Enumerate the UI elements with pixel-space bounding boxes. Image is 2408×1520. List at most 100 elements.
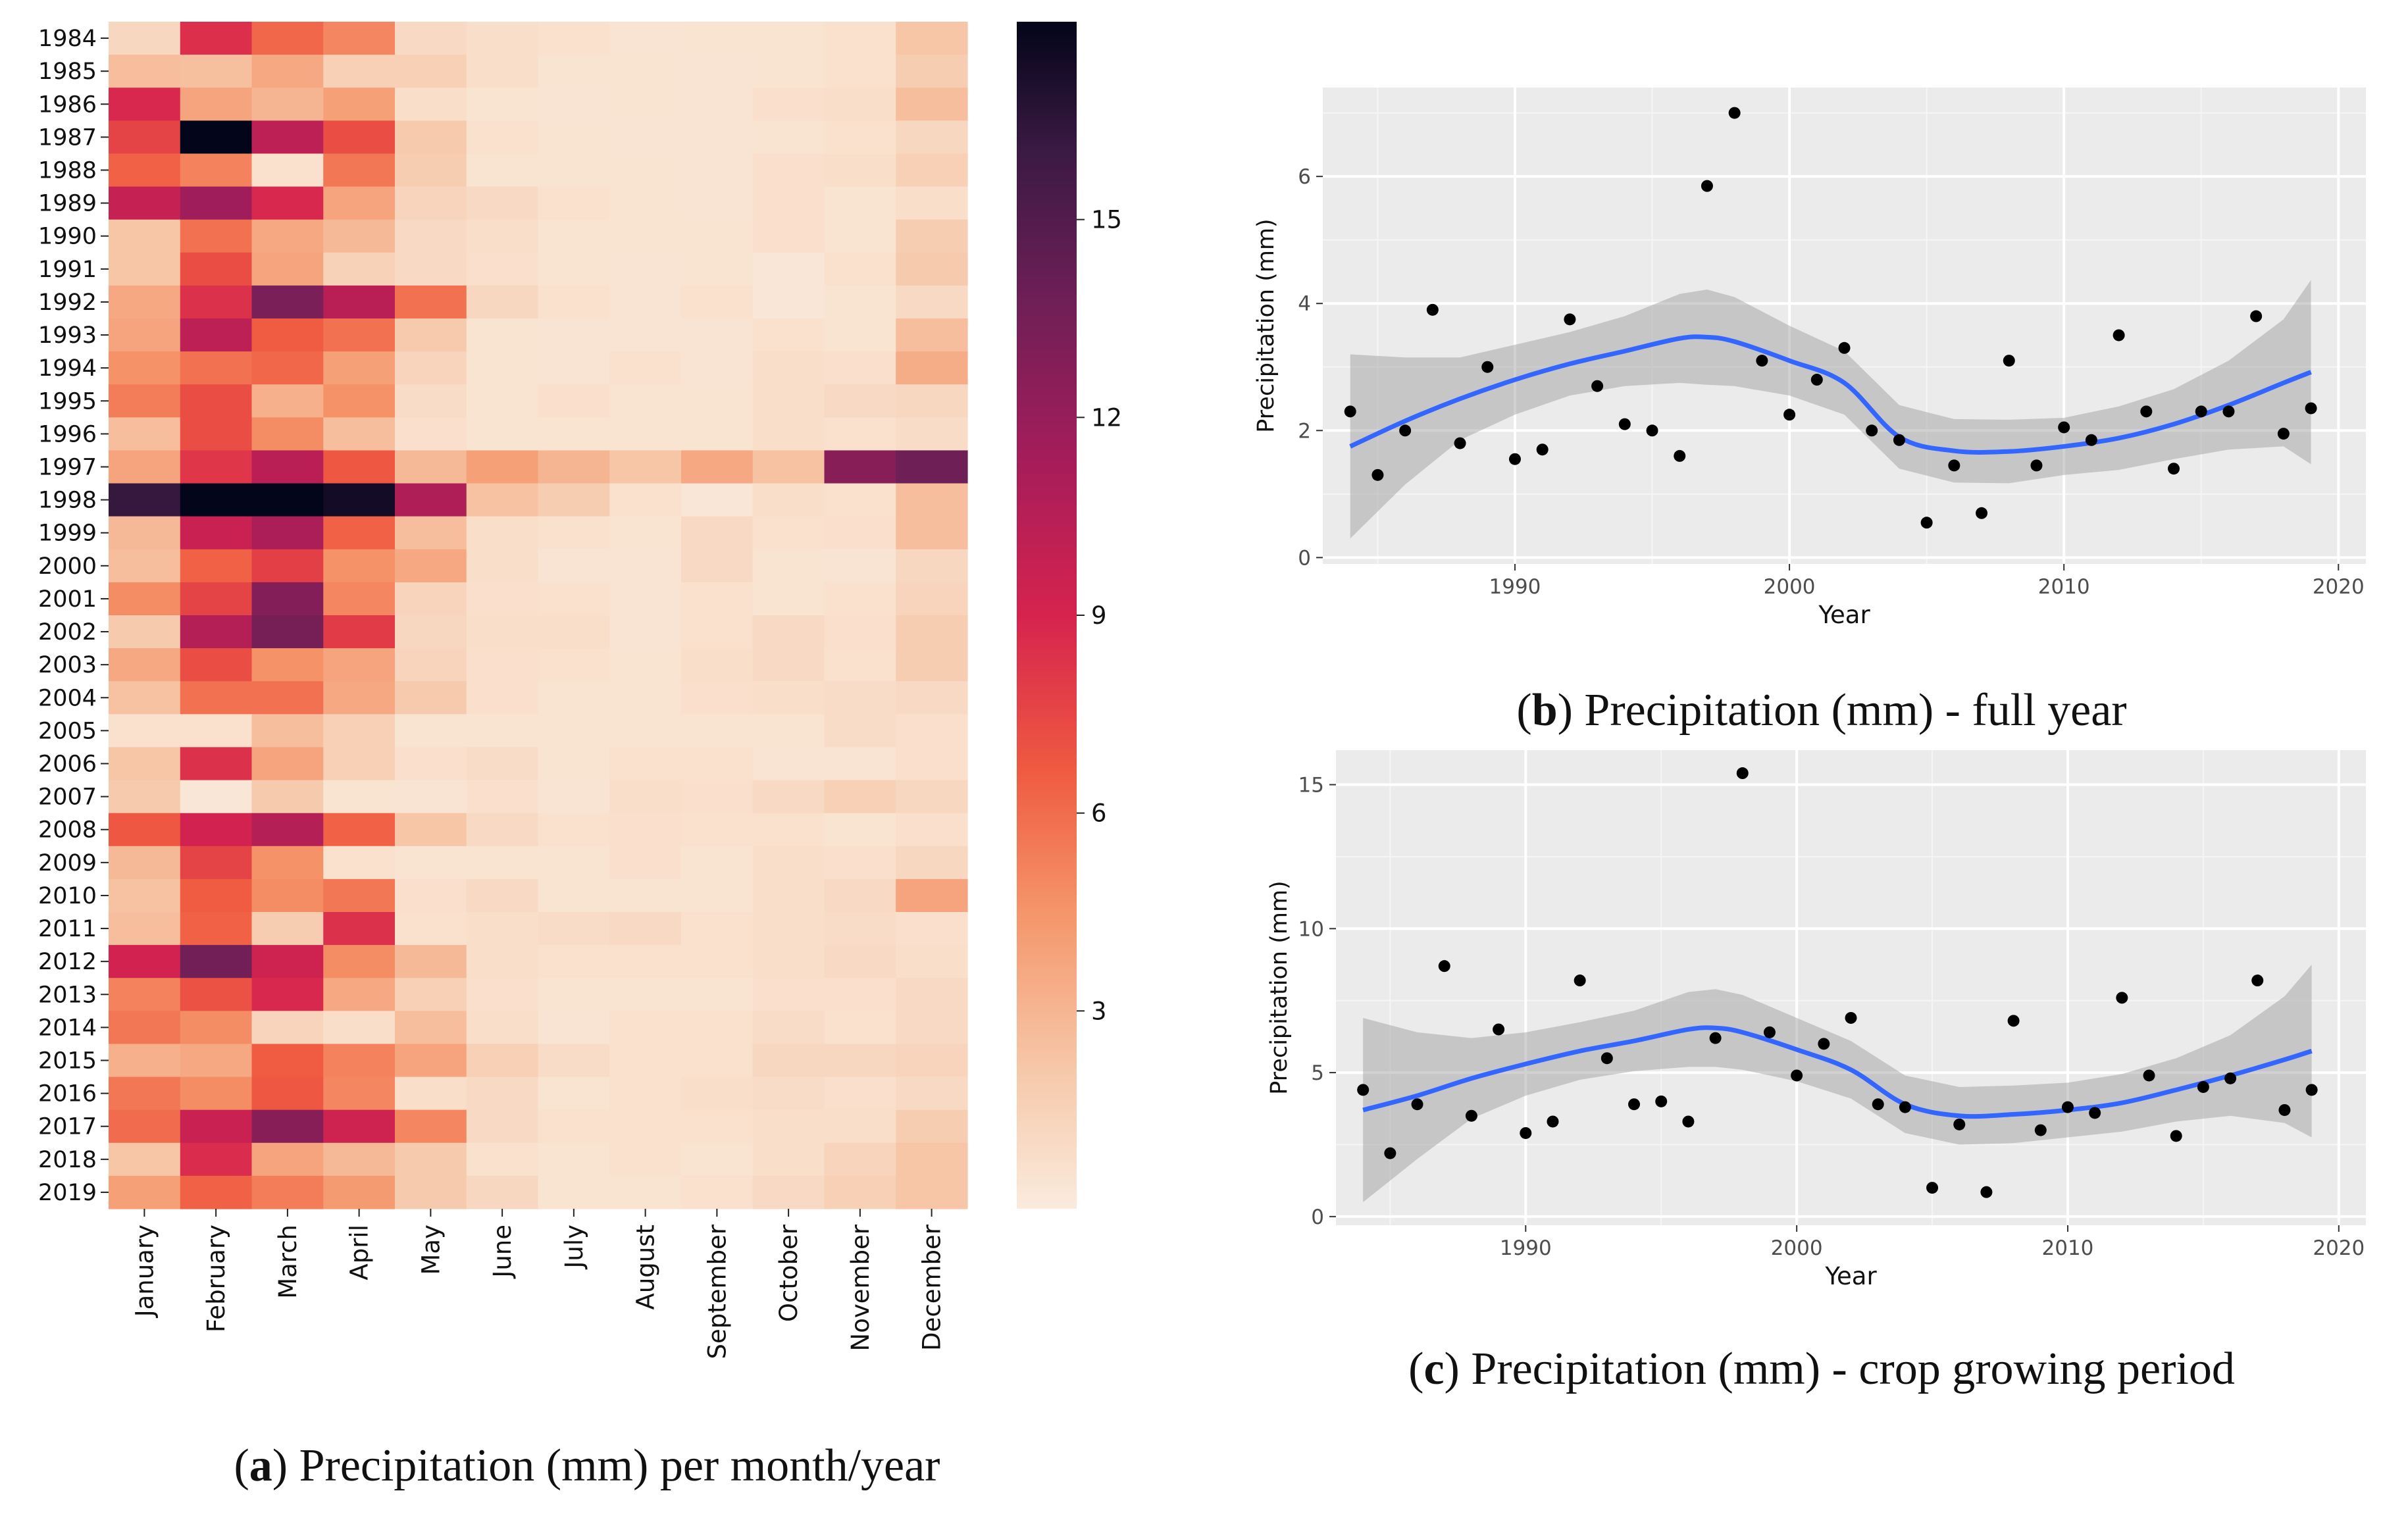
heatmap-cell — [466, 153, 539, 188]
heatmap-cell — [896, 1077, 968, 1111]
year-label: 2014 — [38, 1015, 97, 1041]
confidence-band — [1350, 280, 2311, 539]
heatmap-cell — [395, 450, 467, 484]
heatmap-cell — [896, 912, 968, 946]
heatmap-cell — [466, 88, 539, 121]
heatmap-cell — [824, 88, 896, 121]
data-point — [2007, 1015, 2020, 1027]
heatmap-cell — [609, 55, 682, 88]
heatmap-cell — [824, 615, 896, 649]
heatmap-cell — [180, 318, 253, 352]
heatmap-cell — [109, 878, 181, 913]
data-point — [2116, 992, 2128, 1004]
heatmap-cell — [466, 120, 539, 155]
y-tick-label: 4 — [1298, 292, 1311, 316]
heatmap-cell — [323, 219, 396, 253]
heatmap-cell — [395, 912, 467, 946]
heatmap-cell — [681, 186, 754, 220]
caption-a-text: ) Precipitation (mm) per month/year — [272, 1440, 940, 1491]
heatmap-cell — [109, 813, 181, 847]
heatmap-cell — [180, 1077, 253, 1111]
heatmap-cell — [395, 582, 467, 616]
heatmap-cell — [538, 912, 610, 946]
heatmap-cell — [109, 615, 181, 649]
data-point — [1591, 380, 1604, 392]
heatmap-cell — [109, 714, 181, 748]
y-tick-label: 0 — [1298, 546, 1311, 570]
heatmap-cell — [609, 186, 682, 220]
heatmap-cell — [251, 747, 324, 781]
heatmap-cell — [323, 549, 396, 583]
heatmap-cell — [251, 549, 324, 583]
x-tick-label: 2000 — [1771, 1236, 1823, 1260]
year-label: 2006 — [38, 751, 97, 778]
heatmap-cell — [896, 681, 968, 715]
heatmap-cell — [609, 648, 682, 682]
heatmap-cell — [395, 615, 467, 649]
heatmap-cell — [896, 186, 968, 220]
heatmap-cell — [538, 747, 610, 781]
heatmap-month-labels: January February March April May June July Augu… — [130, 1209, 946, 1359]
year-label: 2011 — [38, 916, 97, 942]
heatmap-cell — [824, 186, 896, 220]
caption-b-letter: b — [1532, 685, 1558, 736]
heatmap-cell — [609, 351, 682, 385]
heatmap-cell — [824, 285, 896, 319]
data-point — [1371, 469, 1384, 481]
year-label: 1997 — [38, 455, 97, 481]
heatmap-cell — [609, 1044, 682, 1078]
heatmap-cell — [180, 450, 253, 484]
heatmap-cell — [752, 1011, 825, 1045]
x-tick-label: 2010 — [2042, 1236, 2094, 1260]
heatmap-cell — [395, 1175, 467, 1209]
heatmap-cell — [395, 549, 467, 583]
heatmap-cell — [323, 450, 396, 484]
data-point — [1564, 313, 1576, 326]
heatmap-cell — [251, 878, 324, 913]
heatmap-cell — [609, 813, 682, 847]
colorbar-tick-label: 9 — [1091, 601, 1107, 630]
heatmap-cell — [752, 450, 825, 484]
heatmap-cell — [109, 1011, 181, 1045]
heatmap-cell — [752, 615, 825, 649]
heatmap-cell — [180, 648, 253, 682]
data-point — [1438, 960, 1450, 973]
heatmap-cell — [251, 978, 324, 1011]
heatmap-cell — [752, 1077, 825, 1111]
heatmap-cell — [538, 153, 610, 188]
heatmap-cell — [896, 846, 968, 880]
heatmap-colorbar: 3 6 9 12 15 — [1017, 22, 1122, 1209]
x-tick-label: 1990 — [1500, 1236, 1552, 1260]
data-point — [2305, 402, 2317, 415]
heatmap-cell — [323, 648, 396, 682]
month-label: February — [202, 1225, 230, 1332]
heatmap-cell — [109, 681, 181, 715]
heatmap-cell — [824, 813, 896, 847]
heatmap-cell — [896, 22, 968, 55]
trend-line — [1362, 1025, 2313, 1119]
heatmap-cell — [323, 483, 396, 517]
trend-line — [1349, 334, 2312, 455]
heatmap-cell — [681, 219, 754, 253]
data-point — [2250, 310, 2263, 322]
heatmap-cell — [395, 351, 467, 385]
heatmap-cell — [251, 681, 324, 715]
heatmap-cell — [609, 483, 682, 517]
heatmap-cell — [180, 219, 253, 253]
month-label: December — [918, 1224, 946, 1351]
heatmap-cell — [251, 1109, 324, 1144]
heatmap-cell — [466, 1142, 539, 1177]
heatmap-cell — [609, 318, 682, 352]
heatmap-cell — [180, 747, 253, 781]
heatmap-cell — [251, 285, 324, 319]
y-tick-label: 15 — [1298, 774, 1324, 798]
heatmap-cell — [323, 978, 396, 1011]
heatmap-cell — [109, 648, 181, 682]
year-label: 1996 — [38, 421, 97, 447]
heatmap-cell — [323, 1175, 396, 1209]
data-point — [1384, 1147, 1396, 1159]
heatmap-cell — [466, 912, 539, 946]
heatmap-cell — [251, 846, 324, 880]
heatmap-cell — [251, 55, 324, 88]
heatmap-cell — [180, 582, 253, 616]
